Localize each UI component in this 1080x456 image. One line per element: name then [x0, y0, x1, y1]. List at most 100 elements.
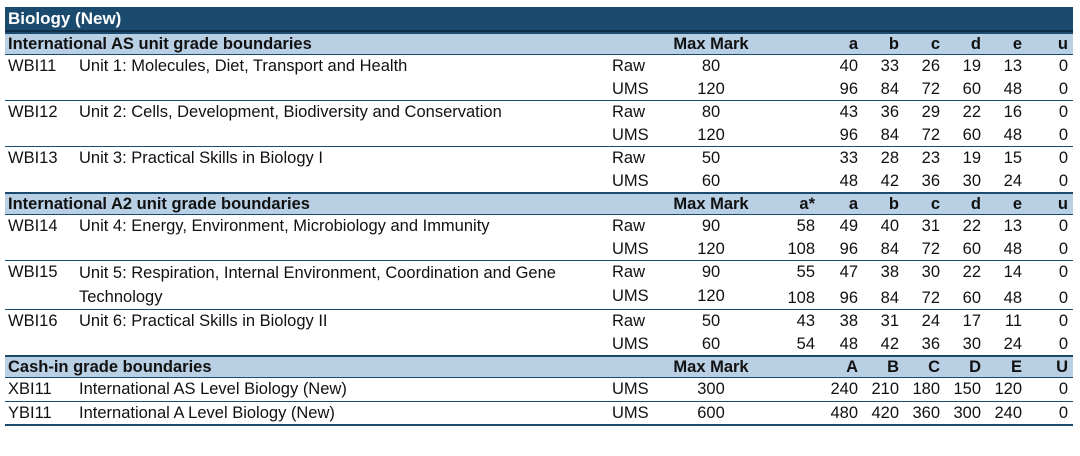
grade-boundary: 49: [839, 217, 859, 235]
max-mark: 80: [701, 57, 721, 75]
grade-boundary: 0: [1058, 380, 1069, 398]
grade-boundary: 84: [880, 125, 900, 144]
section-header: International AS unit grade boundaries: [5, 32, 672, 55]
grade-header: a: [823, 192, 867, 215]
grade-boundary: 33: [823, 146, 867, 170]
grade-header: U: [1030, 355, 1074, 378]
grade-header: d: [948, 32, 990, 55]
grade-boundary: 0: [1058, 334, 1069, 353]
grade-boundary: 33: [880, 57, 900, 75]
grade-boundary: 15: [989, 146, 1031, 170]
mark-type: Raw: [609, 260, 672, 285]
max-mark: 80: [671, 100, 752, 124]
grade-boundary: 11: [989, 309, 1031, 333]
grade-boundary: 47: [823, 260, 867, 285]
grade-boundary: 180: [912, 380, 941, 398]
grade-header: B: [866, 355, 908, 378]
grade-boundary: 60: [962, 125, 982, 144]
grade-header: u: [1030, 32, 1074, 55]
grade-header: a: [823, 32, 867, 55]
grade-boundary: 60: [962, 239, 982, 258]
mark-type: UMS: [609, 400, 672, 426]
grade-boundary: 0: [1030, 309, 1074, 333]
mark-type: UMS: [612, 79, 649, 98]
unit-title: International AS Level Biology (New): [79, 380, 347, 398]
grade-boundary: 96: [839, 288, 859, 307]
grade-boundary: 0: [1058, 239, 1069, 258]
grade-boundary: [751, 400, 824, 426]
grade-boundary: [751, 146, 824, 170]
grade-boundary: 23: [907, 146, 949, 170]
max-mark: 120: [697, 79, 725, 98]
grade-boundary: 36: [921, 171, 941, 190]
grade-boundary: 54: [796, 334, 816, 353]
grade-boundary: 58: [796, 217, 816, 235]
unit-code: WBI11: [8, 57, 57, 75]
table-row: UMS 60 54 48 42 36 30 24 0: [5, 333, 1073, 357]
unit-title: Unit 6: Practical Skills in Biology II: [79, 309, 609, 356]
grade-header: c: [907, 32, 949, 55]
section-header: International A2 unit grade boundaries: [5, 192, 672, 215]
table-row: WBI16 Unit 6: Practical Skills in Biology…: [5, 309, 1074, 356]
grade-boundary: 30: [962, 171, 982, 190]
table-row: WBI13 Unit 3: Practical Skills in Biology…: [5, 146, 1074, 193]
grade-header: A: [823, 355, 867, 378]
grade-boundary: 40: [880, 217, 900, 235]
mark-type: Raw: [612, 217, 646, 235]
grade-boundary: 48: [839, 334, 859, 353]
mark-type: UMS: [612, 334, 649, 353]
grade-header: [751, 32, 824, 55]
table-row: WBI11 Unit 1: Molecules, Diet, Transport …: [5, 55, 1073, 78]
unit-title: Unit 2: Cells, Development, Biodiversity…: [79, 100, 609, 147]
unit-code: WBI15: [5, 260, 79, 310]
section-header-row: International AS unit grade boundaries Ma…: [5, 32, 1074, 55]
grade-boundary: [751, 170, 823, 194]
grade-header: e: [989, 32, 1031, 55]
grade-boundary: 210: [871, 380, 900, 398]
grade-boundary: 42: [880, 171, 900, 190]
grade-boundary: 420: [866, 400, 908, 426]
grade-header: e: [989, 192, 1031, 215]
grade-boundary: 0: [1058, 125, 1069, 144]
max-mark: 60: [701, 334, 721, 353]
grade-boundary: 48: [1003, 79, 1023, 98]
unit-code: WBI14: [8, 217, 58, 235]
grade-boundary: [751, 55, 823, 78]
table-row: UMS 60 48 42 36 30 24 0: [5, 170, 1073, 194]
grade-boundary: 28: [866, 146, 908, 170]
grade-boundary: 13: [1003, 57, 1023, 75]
grade-boundary: 96: [839, 239, 859, 258]
grade-boundary: 16: [989, 100, 1031, 124]
unit-code: WBI16: [5, 309, 79, 356]
subject-title: Biology (New): [5, 7, 1073, 32]
grade-boundary: 0: [1030, 400, 1074, 426]
grade-boundary: 72: [921, 79, 941, 98]
mark-type: Raw: [609, 100, 672, 124]
mark-type: Raw: [612, 57, 646, 75]
grade-boundary: 30: [907, 260, 949, 285]
grade-header: a*: [751, 192, 824, 215]
table-row: WBI15 Unit 5: Respiration, Internal Envir…: [5, 260, 1074, 310]
grade-boundary: 150: [953, 380, 982, 398]
table-row: YBI11 International A Level Biology (New)…: [5, 400, 1074, 426]
grade-boundary: 38: [823, 309, 867, 333]
grade-boundary: 0: [1030, 146, 1074, 170]
table-row: UMS 120 108 96 84 72 60 48 0: [5, 238, 1073, 261]
grade-boundary: 24: [907, 309, 949, 333]
grade-boundary: 96: [839, 79, 859, 98]
grade-header: u: [1030, 192, 1074, 215]
section-header-row: International A2 unit grade boundaries Ma…: [5, 192, 1074, 215]
grade-boundary: 60: [962, 79, 982, 98]
unit-title: International A Level Biology (New): [79, 400, 609, 426]
max-mark: 600: [671, 400, 752, 426]
grade-boundary: 17: [948, 309, 990, 333]
grade-boundary: [751, 378, 823, 402]
grade-boundary: 48: [1003, 288, 1023, 307]
grade-header: C: [907, 355, 949, 378]
grade-boundary: 96: [839, 125, 859, 144]
grade-boundary: 0: [1058, 217, 1069, 235]
grade-boundary: 43: [823, 100, 867, 124]
grade-boundary: 0: [1030, 260, 1074, 285]
table-row: WBI14 Unit 4: Energy, Environment, Microb…: [5, 215, 1073, 238]
max-mark: 300: [697, 380, 725, 398]
